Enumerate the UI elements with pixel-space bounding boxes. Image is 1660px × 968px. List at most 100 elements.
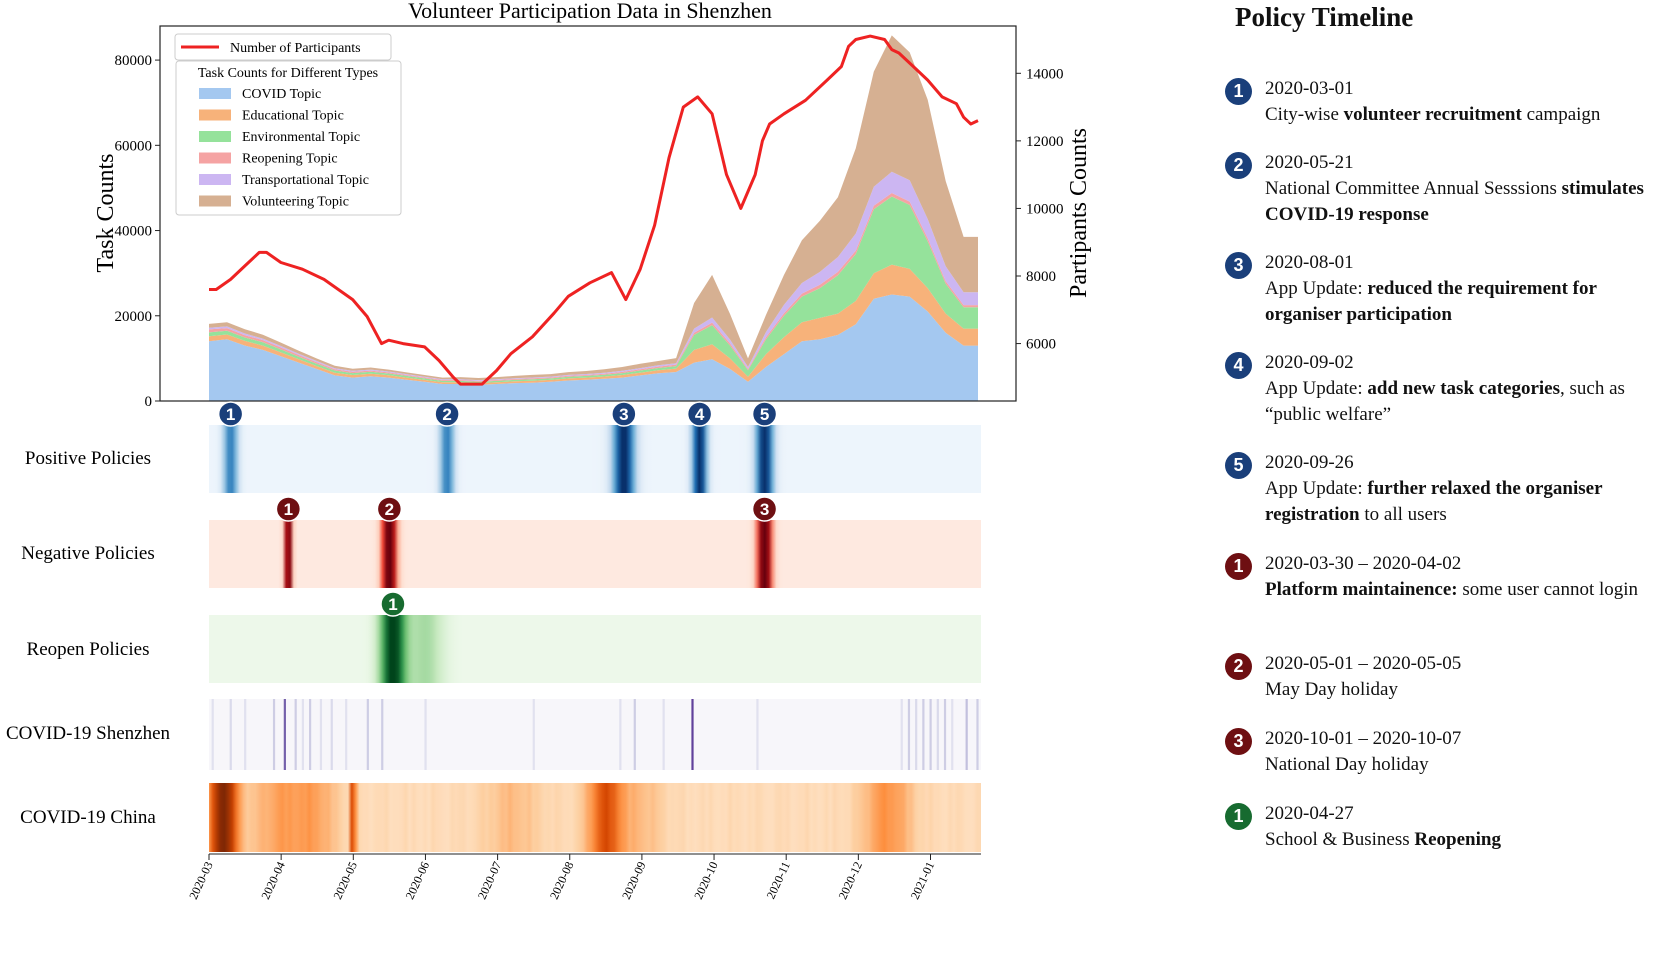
timeline-date: 2020-09-26: [1265, 452, 1354, 473]
left-tick-label: 40000: [115, 224, 153, 240]
legend-area-box: [175, 60, 402, 216]
timeline-description-text: May Day holiday: [1265, 679, 1398, 700]
policy-marker-badge: [611, 401, 637, 427]
policy-marker-number: 1: [388, 595, 397, 614]
heatmap-line: [915, 699, 918, 770]
timeline-date: 2020-10-01 – 2020-10-07: [1265, 728, 1462, 749]
timeline-badge: 3: [1225, 728, 1252, 755]
x-tick-label: 2020-08: [547, 859, 577, 901]
x-axis: 2020-03 2020-04 2020-05 2020-06 2020-07 2020-…: [186, 853, 981, 902]
x-tick-label: 2020-03: [186, 859, 216, 901]
policy-marker: 1: [380, 591, 406, 617]
timeline-description-text: App Update:: [1265, 478, 1368, 499]
heatmap-strip: [209, 520, 981, 588]
timeline-badge: 2: [1225, 653, 1252, 680]
timeline-badge: 2: [1225, 152, 1252, 179]
heatmap-line: [662, 699, 665, 770]
policy-marker-badge: [751, 401, 778, 427]
x-tick-label: 2020-12: [835, 859, 865, 901]
timeline-description: App Update: add new task categories, suc…: [1265, 376, 1660, 428]
policy-timeline-title: Policy Timeline: [1235, 2, 1414, 32]
heatmap-line: [330, 699, 333, 770]
legend-swatch: [199, 174, 231, 185]
policy-marker-badge: [376, 496, 403, 522]
timeline-badge: 3: [1225, 252, 1252, 279]
policy-marker-badge: [434, 401, 460, 427]
policy-marker: 4: [686, 401, 713, 427]
legend-line-label: Number of Participants: [230, 41, 361, 56]
policy-marker-badge: [751, 496, 778, 522]
timeline-description-text: School & Business: [1265, 829, 1415, 850]
timeline-description-bold: stimulates COVID-19 response: [1265, 178, 1644, 225]
timeline-description-bold: Reopening: [1414, 829, 1501, 850]
policy-marker-badge: [217, 401, 244, 427]
x-tick-label: 2020-04: [258, 859, 288, 901]
area-series-5: [209, 35, 978, 381]
legend: Number of Participants Task Counts for Di…: [174, 33, 402, 216]
timeline-description-text: campaign: [1521, 104, 1601, 125]
legend-swatch: [199, 109, 231, 121]
policy-marker-number: 1: [226, 405, 235, 424]
legend-label: Transportational Topic: [242, 173, 369, 188]
timeline-description: App Update: further relaxed the organise…: [1265, 476, 1660, 528]
heatmap-strip: [209, 425, 981, 493]
heatmap-line: [229, 699, 232, 770]
legend-label: Environmental Topic: [242, 130, 360, 145]
heatmap-strip: [209, 783, 981, 852]
heatmap-line: [532, 699, 535, 770]
timeline-description-text: City-wise: [1265, 104, 1344, 125]
heatmap-row-label: Reopen Policies: [27, 639, 150, 660]
policy-marker-number: 4: [695, 405, 705, 424]
heatmap-line: [294, 699, 297, 770]
chart-title: Volunteer Participation Data in Shenzhen: [408, 0, 772, 23]
legend-swatch: [199, 195, 231, 207]
heatmap-row: Negative Policies: [21, 520, 981, 588]
heatmap-line: [965, 699, 968, 770]
policy-marker-number: 1: [284, 500, 293, 519]
heatmap-line: [691, 699, 694, 770]
timeline-date: 2020-03-30 – 2020-04-02: [1265, 553, 1462, 574]
x-tick-label: 2020-05: [330, 859, 360, 901]
heatmap-row: COVID-19 China: [20, 783, 981, 852]
legend-label: COVID Topic: [242, 87, 321, 102]
timeline-description-bold: reduced the requirement for organiser pa…: [1265, 278, 1597, 325]
timeline-description-bold: further relaxed the organiser registrati…: [1265, 478, 1603, 525]
timeline-date: 2020-08-01: [1265, 252, 1354, 273]
policy-marker: 3: [751, 496, 778, 522]
heatmap-row-label: Negative Policies: [21, 543, 155, 564]
timeline-description-text: App Update:: [1265, 278, 1368, 299]
policy-marker-number: 5: [760, 405, 769, 424]
x-tick-label: 2020-11: [764, 859, 793, 901]
right-tick-label: 12000: [1026, 134, 1064, 150]
policy-marker: 5: [751, 401, 778, 427]
policy-marker: 3: [611, 401, 637, 427]
heatmap-line: [366, 699, 369, 770]
area-series-2: [209, 196, 978, 384]
heatmap-line: [633, 699, 636, 770]
timeline-description-bold: add new task categories: [1367, 378, 1561, 399]
timeline-date: 2020-05-01 – 2020-05-05: [1265, 653, 1462, 674]
heatmap-line: [309, 699, 312, 770]
policy-marker-number: 3: [760, 500, 769, 519]
heatmap-line: [283, 699, 286, 770]
left-tick-label: 60000: [115, 138, 153, 154]
heatmap-line: [900, 699, 903, 770]
policy-marker: 1: [275, 496, 302, 522]
heatmap-line: [943, 699, 947, 770]
policy-marker-badge: [686, 401, 713, 427]
heatmap-strip: [209, 699, 981, 770]
heatmap-row-label: COVID-19 China: [20, 807, 156, 828]
heatmap-row: Positive Policies: [25, 425, 981, 493]
heatmap-line: [976, 699, 979, 770]
policy-marker: 2: [434, 401, 460, 427]
heatmap-line: [272, 699, 276, 770]
heatmap-line: [936, 699, 939, 770]
timeline-description: National Committee Annual Sesssions stim…: [1265, 176, 1660, 228]
timeline-description-text: , such as “public welfare”: [1265, 378, 1625, 425]
participants-line: [209, 34, 979, 386]
heatmap-row: Reopen Policies: [27, 615, 981, 683]
heatmap-row-label: Positive Policies: [25, 448, 151, 469]
timeline-description: App Update: reduced the requirement for …: [1265, 276, 1660, 328]
policy-marker-badge: [275, 496, 302, 522]
heatmap-line: [424, 699, 427, 770]
